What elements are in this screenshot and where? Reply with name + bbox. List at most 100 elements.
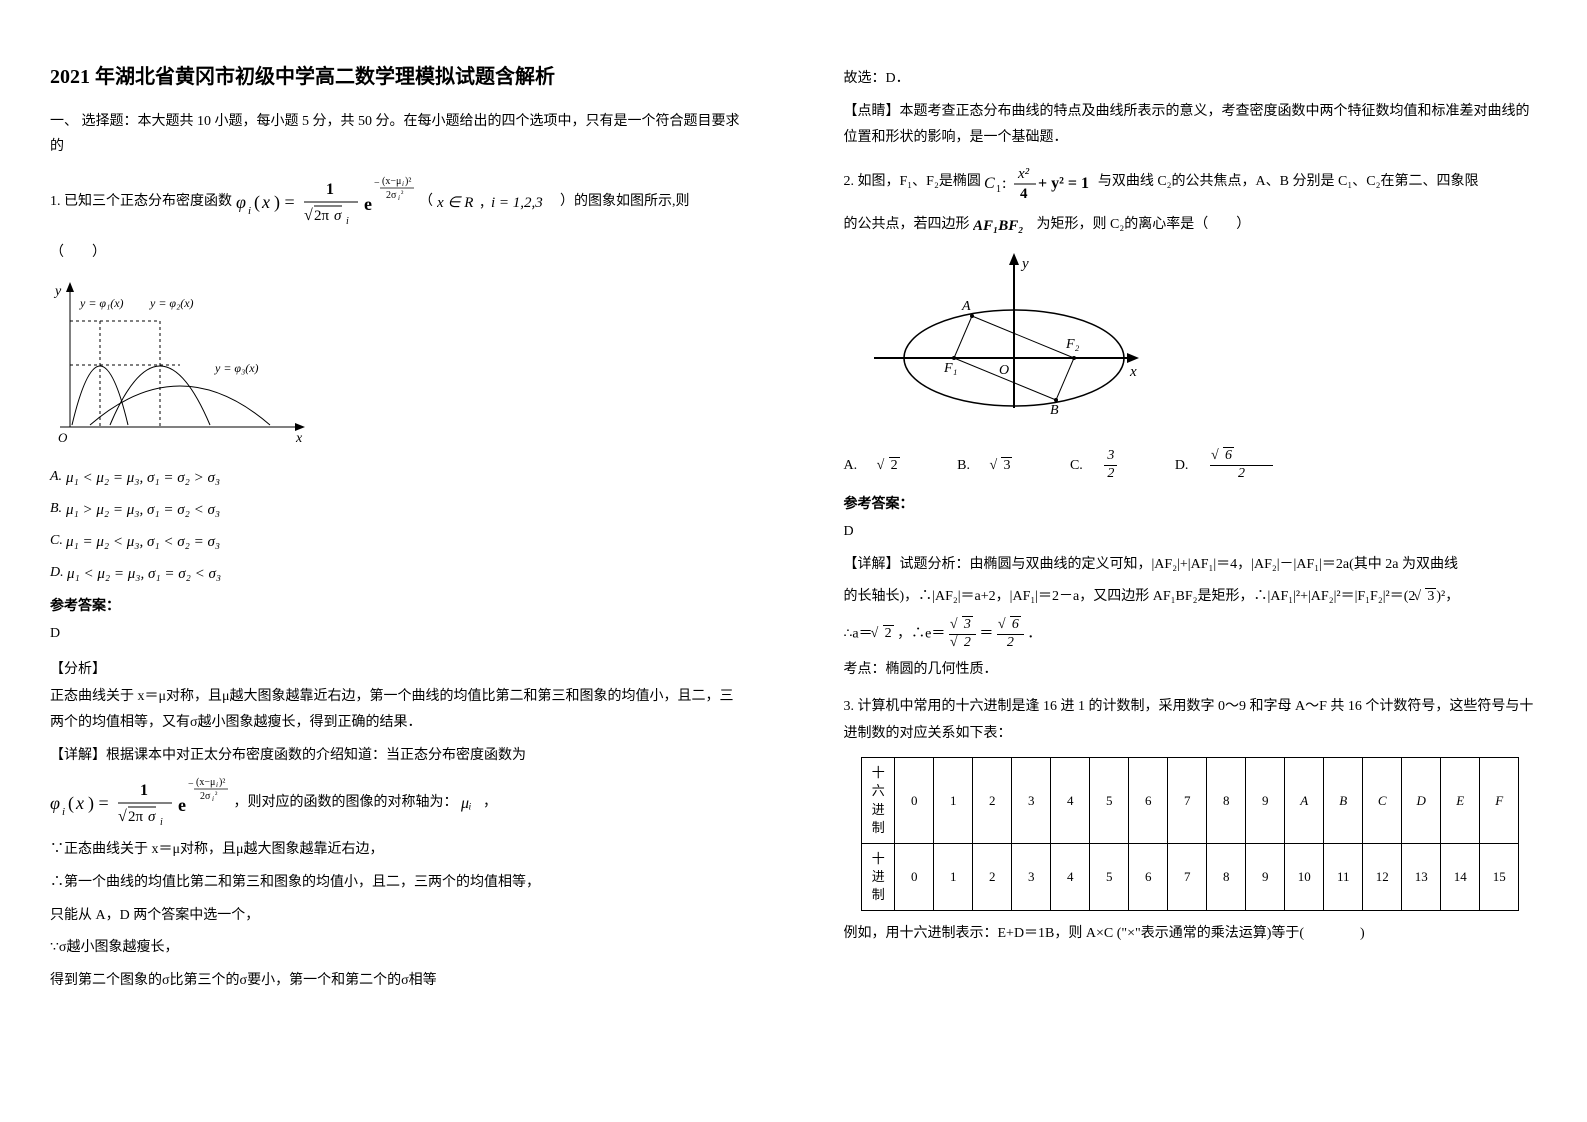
q1-optC: C. μ₁ = μ₂ < μ₃, σ₁ < σ₂ = σ₃: [50, 531, 744, 551]
page-title: 2021 年湖北省黄冈市初级中学高二数学理模拟试题含解析: [50, 60, 744, 89]
q1-optA: A. μ₁ < μ₂ = μ₃, σ₁ = σ₂ > σ₃: [50, 467, 744, 487]
table-row: 十六进制 0 1 2 3 4 5 6 7 8 9 A B C D E F: [862, 758, 1519, 844]
table-row: 十进制 0 1 2 3 4 5 6 7 8 9 10 11 12 13 14 1…: [862, 843, 1519, 911]
dec-cell: 1: [934, 843, 973, 911]
hex-cell: 4: [1051, 758, 1090, 844]
dec-cell: 12: [1363, 843, 1402, 911]
q1-formula-phi: φ i ( x ) = 1 √ 2π σ i e − (x−μ i )²: [236, 174, 416, 230]
dec-cell: 2: [973, 843, 1012, 911]
q2-ans: D: [844, 519, 1538, 546]
svg-text:+ y² = 1: + y² = 1: [1038, 175, 1089, 192]
q1-optD: D. μ₁ < μ₂ = μ₃, σ₁ = σ₂ < σ₃: [50, 563, 744, 583]
svg-text:μ₁ > μ₂ = μ₃, σ₁ = σ₂ < σ₃: μ₁ > μ₂ = μ₃, σ₁ = σ₂ < σ₃: [66, 502, 220, 518]
svg-text:y: y: [1020, 256, 1029, 272]
svg-text:e: e: [364, 194, 372, 214]
q2-optC: C. 32: [1070, 458, 1153, 473]
q2-p3: ∴a＝2 ，∴e＝ 32 ＝ 62 ．: [844, 617, 1538, 652]
q1-r2: 【点睛】本题考查正态分布曲线的特点及曲线所表示的意义，考查密度函数中两个特征数均…: [844, 99, 1538, 152]
hex-cell: F: [1480, 758, 1519, 844]
hex-cell: E: [1441, 758, 1480, 844]
svg-text:−: −: [374, 178, 380, 189]
svg-text:x: x: [295, 431, 303, 446]
svg-text:i: i: [216, 781, 218, 789]
svg-text:i: i: [160, 817, 163, 828]
q1-p3: ，则对应的函数的图像的对称轴为：: [234, 796, 458, 811]
svg-text:y = φ₃(x): y = φ₃(x): [214, 361, 259, 375]
svg-text:x: x: [75, 793, 84, 813]
q2-mid2: 的公共点，若四边形: [844, 217, 970, 232]
q2-prefix: 2. 如图，F₁、F₂是椭圆: [844, 174, 981, 189]
svg-text:O: O: [999, 363, 1009, 378]
hex-cell: B: [1324, 758, 1363, 844]
q1-stem: 1. 已知三个正态分布密度函数 φ i ( x ) = 1 √ 2π σ i e…: [50, 174, 744, 230]
q1-xr: x ∈ R ， i = 1,2,3: [437, 189, 557, 216]
q2-mid3: 为矩形，则 C₂的离心率是（ ）: [1037, 217, 1251, 232]
svg-text:y: y: [53, 284, 62, 299]
svg-text:1: 1: [140, 782, 148, 799]
q1-ans: D: [50, 621, 744, 648]
dec-cell: 13: [1402, 843, 1441, 911]
q1-p8: 得到第二个图象的σ比第三个的σ要小，第一个和第二个的σ相等: [50, 968, 744, 995]
svg-text:F₂: F₂: [1065, 337, 1080, 352]
q1-p5: ∴第一个曲线的均值比第二和第三和图象的均值小，且二，三两个的均值相等，: [50, 870, 744, 897]
svg-text:i: i: [402, 180, 404, 188]
hex-cell: C: [1363, 758, 1402, 844]
svg-text:x: x: [261, 192, 270, 212]
svg-text::: :: [1002, 175, 1006, 192]
svg-text:φ: φ: [236, 192, 246, 212]
hex-cell: 6: [1129, 758, 1168, 844]
svg-text:i = 1,2,3: i = 1,2,3: [491, 195, 543, 211]
q1-fenxi: 【分析】: [50, 658, 744, 678]
hex-cell: 9: [1246, 758, 1285, 844]
row2-label: 十进制: [862, 843, 895, 911]
svg-text:²: ²: [401, 189, 404, 198]
q1-ans-label: 参考答案：: [50, 595, 744, 615]
hex-cell: 7: [1168, 758, 1207, 844]
svg-text:x: x: [1129, 364, 1137, 380]
hex-cell: 3: [1012, 758, 1051, 844]
svg-text:μ₁ < μ₂ = μ₃, σ₁ = σ₂ > σ₃: μ₁ < μ₂ = μ₃, σ₁ = σ₂ > σ₃: [66, 470, 220, 486]
q1-blank: （ ）: [50, 240, 744, 267]
svg-text:2σ: 2σ: [386, 190, 397, 201]
hex-cell: 2: [973, 758, 1012, 844]
hex-cell: 0: [895, 758, 934, 844]
svg-text:F₁: F₁: [943, 361, 957, 376]
q1-p7: ∵σ越小图象越瘦长，: [50, 935, 744, 962]
q1-optB: B. μ₁ > μ₂ = μ₃, σ₁ = σ₂ < σ₃: [50, 499, 744, 519]
dec-cell: 0: [895, 843, 934, 911]
svg-text:²: ²: [215, 790, 218, 799]
svg-text:1: 1: [326, 181, 334, 198]
q1-paren-open: （: [419, 195, 433, 210]
row1-label: 十六进制: [862, 758, 895, 844]
svg-text:2π: 2π: [128, 809, 144, 825]
svg-text:μ₁ < μ₂ = μ₃, σ₁ = σ₂ < σ₃: μ₁ < μ₂ = μ₃, σ₁ = σ₂ < σ₃: [67, 566, 221, 582]
q1-p6: 只能从 A，D 两个答案中选一个，: [50, 903, 744, 930]
q3-text: 3. 计算机中常用的十六进制是逢 16 进 1 的计数制，采用数字 0～9 和字…: [844, 694, 1538, 747]
q2-p4: 考点：椭圆的几何性质．: [844, 657, 1538, 684]
svg-text:)²: )²: [219, 777, 225, 788]
q2-optB: B. 3: [957, 458, 1048, 473]
dec-cell: 15: [1480, 843, 1519, 911]
q2-stem2: 的公共点，若四边形 AF₁BF₂ 为矩形，则 C₂的离心率是（ ）: [844, 212, 1538, 239]
svg-text:2π: 2π: [314, 208, 330, 224]
svg-text:(: (: [68, 793, 74, 814]
svg-text:μ₁ = μ₂ < μ₃, σ₁ < σ₂ = σ₃: μ₁ = μ₂ < μ₃, σ₁ < σ₂ = σ₃: [66, 534, 220, 550]
svg-text:(x−μ: (x−μ: [196, 777, 215, 788]
svg-text:i: i: [62, 806, 65, 818]
svg-text:i: i: [398, 194, 400, 202]
svg-text:y = φ₂(x): y = φ₂(x): [149, 296, 194, 310]
dec-cell: 10: [1285, 843, 1324, 911]
svg-text:σ: σ: [334, 208, 342, 224]
svg-text:−: −: [188, 779, 194, 790]
q1-p2: 【详解】根据课本中对正太分布密度函数的介绍知道：当正态分布密度函数为: [50, 743, 744, 770]
hex-cell: D: [1402, 758, 1441, 844]
q2-p1: 【详解】试题分析：由椭圆与双曲线的定义可知，|AF₂|+|AF₁|＝4，|AF₂…: [844, 552, 1538, 579]
svg-text:2σ: 2σ: [200, 791, 211, 802]
svg-text:AF₁BF₂: AF₁BF₂: [973, 218, 1023, 234]
svg-text:) =: ) =: [274, 192, 295, 213]
q2-options: A. 2 B. 3 C. 32 D. 62: [844, 448, 1538, 483]
dec-cell: 6: [1129, 843, 1168, 911]
hex-cell: A: [1285, 758, 1324, 844]
svg-text:x ∈ R: x ∈ R: [437, 195, 473, 211]
q1-formula2: φ i ( x ) = 1 √ 2π σ i e − (x−μ i )² 2σ …: [50, 775, 744, 831]
